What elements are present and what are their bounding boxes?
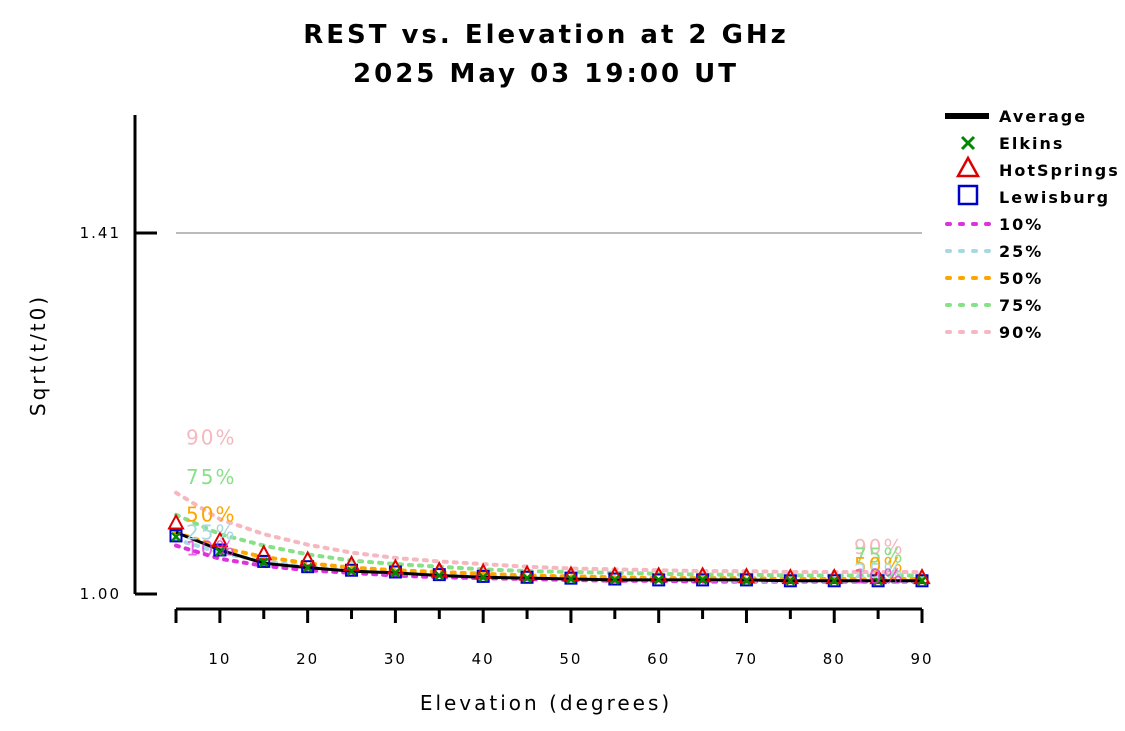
series-line-average [175,530,922,583]
annotation-label-75-pct: 75% [186,465,236,489]
x-tick-label: 70 [735,650,758,668]
data-point-elkins [653,575,664,585]
series-line-75-pct [174,512,924,578]
legend-label: 50% [999,269,1043,288]
annotation-label-75-pct: 75% [854,544,904,568]
x-tick-label: 30 [384,650,407,668]
data-point-elkins [829,575,840,586]
annotation-label-10-pct: 10% [186,537,236,561]
x-tick-label: 50 [559,650,582,668]
series-layer [167,490,931,588]
x-tick-label: 10 [208,650,231,668]
annotation-label-50-pct: 50% [854,553,904,577]
x-axis-label: Elevation (degrees) [420,691,672,715]
data-point-lewisburg [169,529,183,543]
legend: Average Elkins HotSprings Lewisburg 10% 25% 50… [945,107,1120,342]
annotation-label-25-pct: 25% [854,559,904,583]
data-point-hotsprings [255,544,273,561]
data-point-lewisburg [257,554,271,568]
x-tick-label: 20 [296,650,319,668]
data-point-elkins [785,575,796,586]
legend-label: Lewisburg [999,188,1110,207]
y-tick-label: 1.00 [80,585,121,603]
series-line-50-pct [174,530,924,582]
legend-label: 25% [999,242,1043,261]
data-point-elkins [566,574,576,584]
legend-item-10-pct: 10% [945,215,1043,234]
x-tick-label: 90 [910,650,933,668]
data-point-hotsprings [167,513,185,530]
legend-swatch [957,184,979,206]
x-tick-label: 80 [823,650,846,668]
data-point-elkins [258,557,269,568]
annotation-layer: 90%75%50%25%10% 90%75%50%25%10% [186,426,904,589]
data-point-hotsprings [211,531,229,548]
legend-item-75-pct: 75% [945,296,1043,315]
legend-item-average: Average [945,107,1087,126]
legend-item-90-pct: 90% [945,323,1043,342]
data-point-elkins [917,575,927,586]
legend-swatch [955,155,981,178]
chart-title: REST vs. Elevation at 2 GHz [303,20,789,50]
legend-label: Elkins [999,134,1064,153]
legend-item-lewisburg: Lewisburg [957,184,1110,207]
data-point-elkins [741,575,752,586]
y-axis-label: Sqrt(t/t0) [26,294,50,416]
data-point-elkins [434,570,445,581]
legend-label: Average [999,107,1087,126]
data-point-elkins [390,567,401,578]
legend-label: 10% [999,215,1043,234]
data-point-elkins [302,562,313,573]
legend-label: 90% [999,323,1043,342]
x-tick-label: 40 [472,650,495,668]
annotation-label-90-pct: 90% [854,535,904,559]
annotation-label-90-pct: 90% [186,426,236,450]
chart-subtitle: 2025 May 03 19:00 UT [353,59,739,89]
annotation-label-50-pct: 50% [186,502,236,526]
data-point-lewisburg [213,543,227,557]
legend-swatch [960,135,976,151]
legend-item-hotsprings: HotSprings [955,155,1120,180]
data-point-hotsprings [298,550,317,567]
axes-layer: 1.00 1.41 10 20 30 40 50 60 70 80 90 [80,115,933,668]
legend-item-50-pct: 50% [945,269,1043,288]
annotation-label-10-pct: 10% [854,565,904,589]
data-point-elkins [697,575,708,585]
data-point-elkins [214,546,225,557]
legend-item-25-pct: 25% [945,242,1043,261]
legend-label: 75% [999,296,1043,315]
data-point-elkins [609,575,620,585]
data-point-elkins [171,531,181,542]
series-line-90-pct [174,490,924,574]
data-point-elkins [873,575,884,586]
annotation-label-25-pct: 25% [186,520,236,544]
data-point-elkins [346,566,357,576]
legend-label: HotSprings [999,161,1120,180]
data-point-lewisburg [301,560,315,574]
data-point-elkins [522,573,532,584]
y-tick-label: 1.41 [80,224,121,242]
legend-item-elkins: Elkins [960,134,1064,153]
data-point-elkins [478,572,489,583]
x-tick-label: 60 [647,650,670,668]
